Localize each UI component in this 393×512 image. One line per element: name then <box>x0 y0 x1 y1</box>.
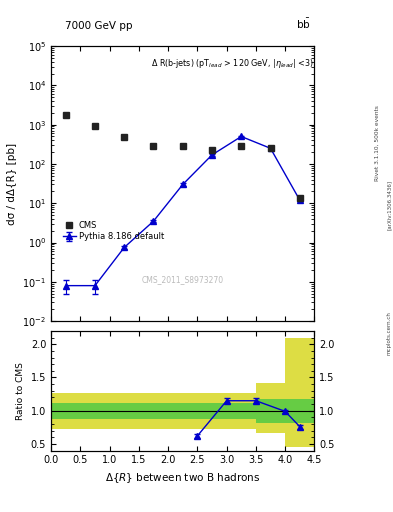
CMS <box>63 112 68 118</box>
CMS <box>268 144 273 151</box>
Text: CMS_2011_S8973270: CMS_2011_S8973270 <box>142 275 224 284</box>
CMS <box>93 123 97 130</box>
Y-axis label: Ratio to CMS: Ratio to CMS <box>16 362 25 420</box>
CMS <box>209 147 214 154</box>
Text: [arXiv:1306.3436]: [arXiv:1306.3436] <box>387 180 391 230</box>
X-axis label: $\Delta\{R\}$ between two B hadrons: $\Delta\{R\}$ between two B hadrons <box>105 471 261 485</box>
Text: 7000 GeV pp: 7000 GeV pp <box>65 20 132 31</box>
CMS <box>122 134 127 140</box>
Line: CMS: CMS <box>62 112 303 201</box>
CMS <box>239 143 244 150</box>
CMS <box>298 195 302 201</box>
Text: b$\bar{\mathrm{b}}$: b$\bar{\mathrm{b}}$ <box>296 16 310 31</box>
Text: $\Delta$ R(b-jets) (pT$_{\mathit{lead}}$ > 120 GeV, $|\eta_{\mathit{lead}}|$ <3): $\Delta$ R(b-jets) (pT$_{\mathit{lead}}$… <box>151 57 314 70</box>
Y-axis label: dσ / dΔ{R} [pb]: dσ / dΔ{R} [pb] <box>7 142 17 225</box>
CMS <box>180 143 185 150</box>
Text: Rivet 3.1.10, 500k events: Rivet 3.1.10, 500k events <box>375 105 380 181</box>
Text: mcplots.cern.ch: mcplots.cern.ch <box>387 311 391 355</box>
Legend: CMS, Pythia 8.186 default: CMS, Pythia 8.186 default <box>63 221 164 241</box>
CMS <box>151 143 156 149</box>
